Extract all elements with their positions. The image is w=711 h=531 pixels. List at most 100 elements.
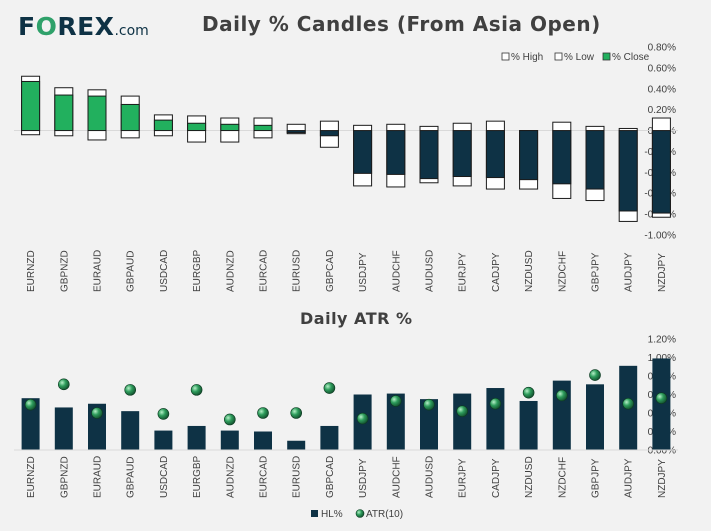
hl-bar: [220, 430, 239, 450]
atr-point: [522, 386, 535, 399]
candle-close-body: [618, 130, 638, 212]
atr-point: [224, 413, 236, 426]
x-tick-label: EURCAD: [259, 456, 270, 498]
legend-swatch: [554, 52, 563, 61]
atr-point: [456, 405, 469, 417]
legend-swatch: [602, 52, 611, 61]
atr-point: [24, 398, 37, 411]
legend-label: ATR(10): [366, 509, 403, 520]
x-tick-label: EURGBP: [192, 455, 203, 498]
x-tick-label: EURUSD: [292, 250, 303, 292]
atr-point: [190, 384, 203, 396]
candle-close-body: [319, 130, 339, 137]
candle-close-body: [552, 130, 572, 185]
y-tick-label: 0.40%: [648, 84, 676, 95]
hl-bar: [652, 358, 671, 450]
atr-point: [323, 382, 336, 394]
atr-point: [622, 397, 635, 410]
legend-marker: [355, 509, 365, 518]
hl-bar: [254, 431, 272, 450]
candle-close-body: [54, 94, 74, 132]
hl-bar: [154, 430, 173, 450]
y-tick-label: 0.60%: [648, 63, 676, 74]
x-tick-label: GBPCAD: [325, 456, 336, 498]
x-tick-label: NZDJPY: [657, 459, 668, 498]
hl-bar: [320, 425, 339, 450]
x-tick-label: EURUSD: [292, 456, 303, 498]
x-tick-label: EURJPY: [458, 252, 469, 292]
x-tick-label: AUDJPY: [624, 252, 635, 292]
candle-close-body: [120, 103, 140, 132]
y-tick-label: -1.00%: [644, 231, 676, 242]
atr-point: [489, 397, 502, 410]
x-tick-label: EURCAD: [259, 250, 270, 292]
candle-close-body: [519, 130, 539, 181]
x-tick-label: GBPCAD: [325, 250, 336, 292]
x-tick-label: NZDCHF: [557, 251, 568, 292]
x-tick-label: EURJPY: [458, 458, 469, 498]
legend-swatch: [501, 52, 510, 61]
hl-bar: [486, 388, 505, 450]
candle-close-body: [87, 95, 107, 132]
atr-point: [356, 412, 369, 425]
y-tick-label: 0.80%: [648, 43, 676, 54]
hl-bar: [121, 411, 140, 450]
forex-logo[interactable]: FOREX.com: [18, 12, 149, 41]
atr-point: [57, 378, 70, 391]
x-tick-label: USDCAD: [159, 250, 170, 292]
candle-close-body: [485, 130, 505, 179]
legend-label: HL%: [321, 509, 343, 520]
x-tick-label: GBPNZD: [59, 250, 70, 292]
atr-point: [257, 407, 269, 419]
x-tick-label: AUDNZD: [225, 250, 236, 292]
candle-close-body: [187, 122, 207, 132]
x-tick-label: GBPJPY: [591, 458, 602, 498]
x-tick-label: NZDCHF: [557, 457, 568, 498]
x-tick-label: USDCAD: [159, 456, 170, 498]
x-tick-label: NZDUSD: [524, 456, 535, 498]
candle-close-body: [419, 130, 439, 180]
hl-bar: [187, 425, 206, 450]
x-tick-label: AUDUSD: [425, 456, 436, 498]
x-tick-label: USDJPY: [358, 252, 369, 292]
hl-bar: [420, 399, 438, 450]
x-tick-label: GBPAUD: [126, 457, 137, 499]
candles-chart-title: Daily % Candles (From Asia Open): [202, 12, 601, 36]
candle-close-body: [651, 130, 671, 214]
legend-swatch: [311, 510, 318, 517]
candle-close-body: [286, 130, 306, 134]
y-tick-label: 0.20%: [648, 105, 676, 116]
legend-label: % Low: [564, 52, 595, 63]
hl-bar: [453, 393, 472, 450]
hl-bar: [287, 440, 306, 450]
hl-bar: [54, 407, 73, 450]
x-tick-label: NZDUSD: [524, 250, 535, 292]
x-tick-label: EURNZD: [26, 456, 37, 498]
atr-point: [555, 389, 568, 402]
candle-close-body: [21, 80, 41, 132]
hl-bar: [519, 400, 538, 450]
x-tick-label: AUDJPY: [624, 458, 635, 498]
legend-label: % High: [511, 52, 543, 63]
x-tick-label: GBPAUD: [126, 251, 137, 293]
atr-point: [124, 384, 136, 396]
x-tick-label: AUDUSD: [425, 250, 436, 292]
candle-close-body: [585, 130, 605, 190]
candle-close-body: [220, 123, 240, 132]
candle-close-body: [153, 119, 173, 132]
x-tick-label: GBPJPY: [591, 252, 602, 292]
x-tick-label: AUDCHF: [391, 250, 402, 292]
candle-close-body: [452, 130, 472, 178]
candle-range-box: [286, 123, 306, 135]
hl-bar: [586, 384, 604, 450]
legend-label: % Close: [612, 52, 650, 63]
x-tick-label: AUDCHF: [391, 456, 402, 498]
x-tick-label: EURAUD: [93, 456, 104, 498]
x-tick-label: EURAUD: [93, 250, 104, 292]
y-tick-label: 1.20%: [648, 335, 676, 346]
atr-point: [91, 407, 103, 419]
x-tick-label: CADJPY: [491, 458, 502, 498]
candle-close-body: [253, 124, 273, 132]
x-tick-label: GBPNZD: [59, 456, 70, 498]
